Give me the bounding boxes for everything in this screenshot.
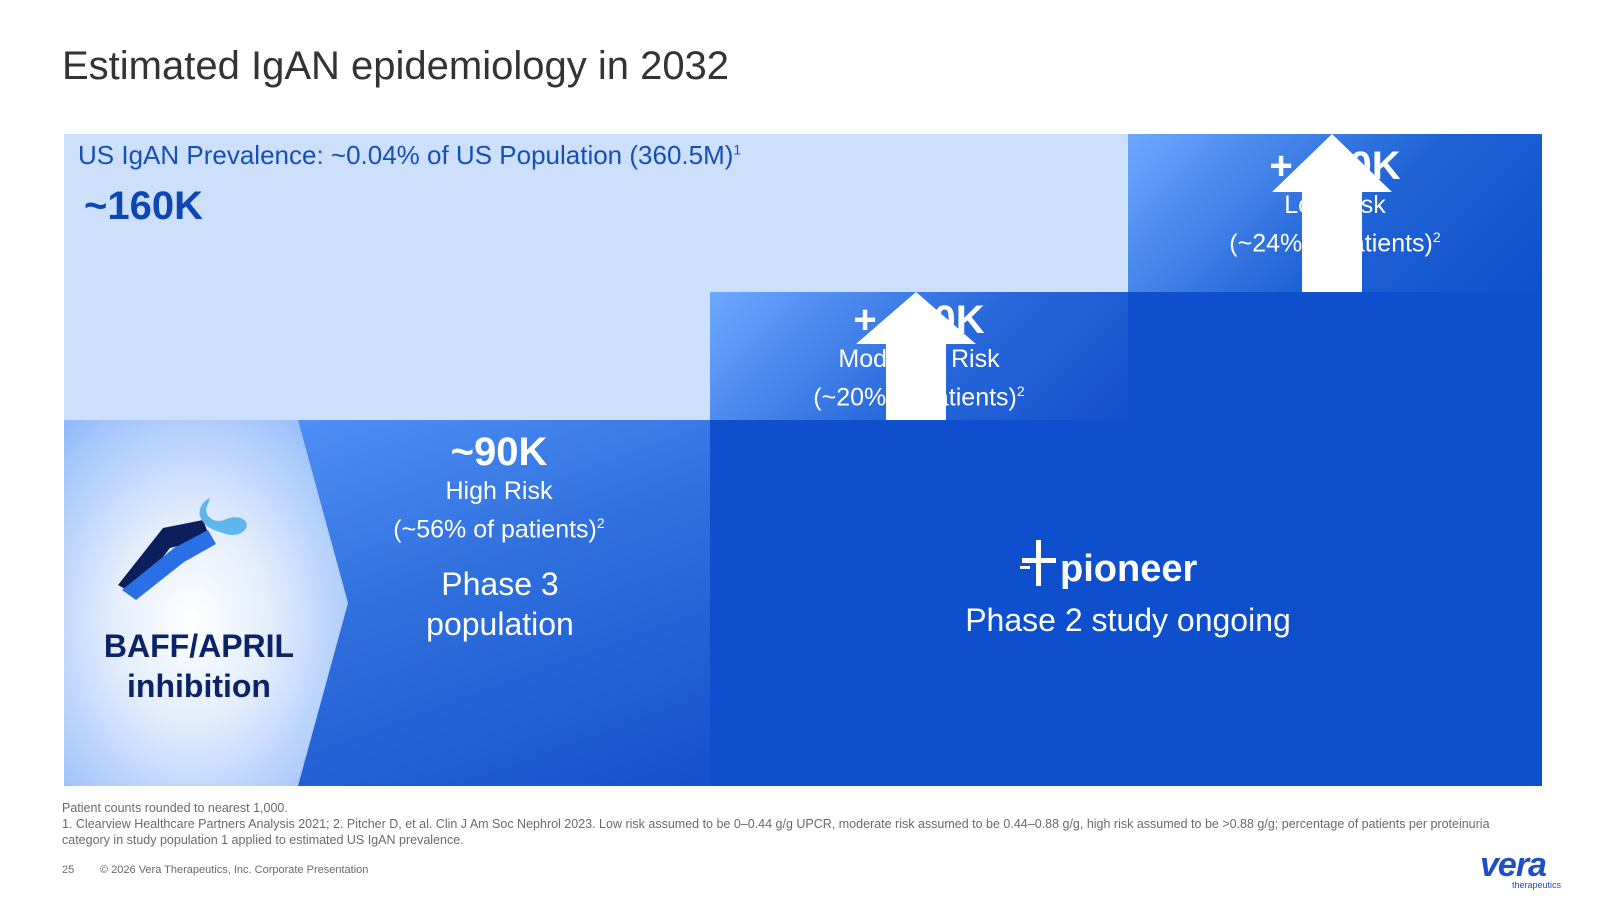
pioneer-cross-icon xyxy=(1020,540,1056,586)
mechanism-chevron xyxy=(64,420,348,786)
moderate-risk-footnote-ref: 2 xyxy=(1016,383,1025,399)
pioneer-box xyxy=(710,420,1542,786)
page-title: Estimated IgAN epidemiology in 2032 xyxy=(62,44,730,88)
phase3-label: Phase 3 population xyxy=(360,564,640,644)
phase3-line2: population xyxy=(426,606,574,642)
footnote-references: 1. Clearview Healthcare Partners Analysi… xyxy=(62,817,1490,847)
mechanism-line1: BAFF/APRIL xyxy=(103,628,295,664)
up-arrow-icon xyxy=(856,292,976,420)
footnote-rounding: Patient counts rounded to nearest 1,000. xyxy=(62,801,288,815)
vera-logo: vera xyxy=(1480,846,1547,884)
mechanism-line2: inhibition xyxy=(127,668,271,704)
high-risk-share-line: (~56% of patients)2 xyxy=(334,507,664,545)
pioneer-logo: pioneer xyxy=(1060,548,1198,590)
up-arrow-icon xyxy=(1272,134,1392,292)
dark-fill-upper xyxy=(1128,292,1542,420)
baff-april-molecule-icon xyxy=(118,498,247,600)
copyright: © 2026 Vera Therapeutics, Inc. Corporate… xyxy=(100,864,369,876)
prevalence-label-text: US IgAN Prevalence: ~0.04% of US Populat… xyxy=(78,140,734,170)
vera-logo-subtitle: therapeutics xyxy=(1512,880,1562,890)
prevalence-label: US IgAN Prevalence: ~0.04% of US Populat… xyxy=(78,140,741,171)
mechanism-label: BAFF/APRIL inhibition xyxy=(74,626,324,706)
high-risk-text: ~90K High Risk (~56% of patients)2 xyxy=(334,430,664,545)
prevalence-value: ~160K xyxy=(84,184,203,228)
high-risk-label: High Risk xyxy=(445,477,553,505)
low-risk-footnote-ref: 2 xyxy=(1432,229,1441,245)
high-risk-share: (~56% of patients) xyxy=(393,515,597,544)
phase3-line1: Phase 3 xyxy=(441,566,559,602)
prevalence-footnote-ref: 1 xyxy=(733,141,742,158)
phase2-status: Phase 2 study ongoing xyxy=(965,602,1291,638)
high-risk-value: ~90K xyxy=(450,430,548,474)
page-number: 25 xyxy=(62,864,75,876)
high-risk-footnote-ref: 2 xyxy=(596,515,605,531)
